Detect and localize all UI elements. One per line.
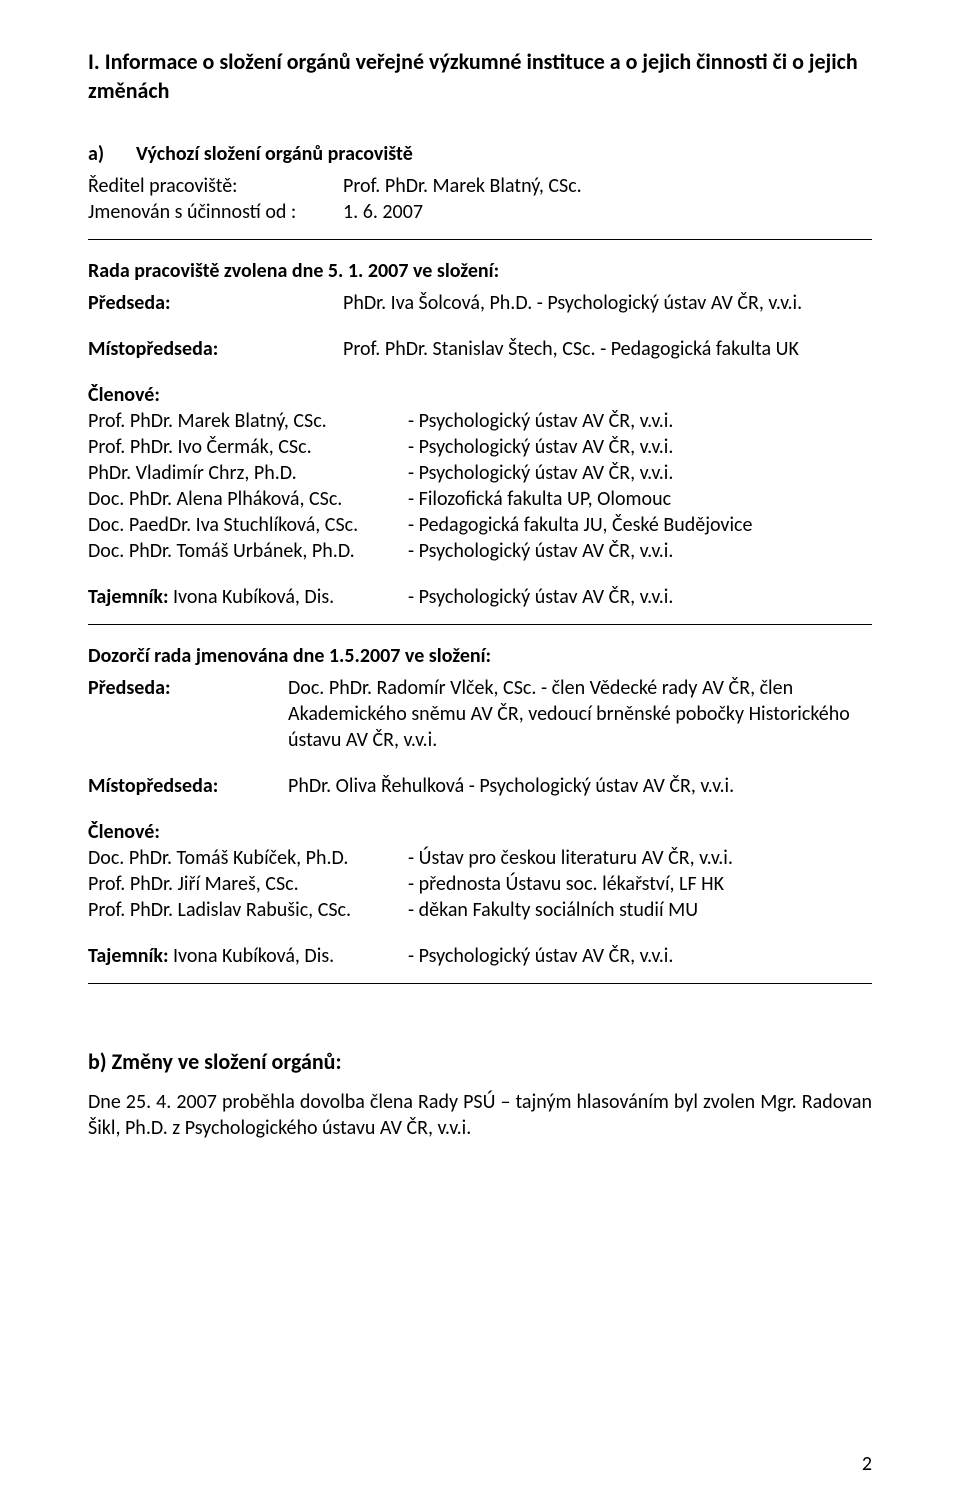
- dozorci-member-aff: - přednosta Ústavu soc. lékařství, LF HK: [408, 871, 872, 897]
- dozorci-member-aff: - Ústav pro českou literaturu AV ČR, v.v…: [408, 845, 872, 871]
- rada-vice-label: Místopředseda:: [88, 336, 343, 362]
- document-page: I. Informace o složení orgánů veřejné vý…: [0, 0, 960, 1505]
- rada-member-row: Doc. PhDr. Tomáš Urbánek, Ph.D. - Psycho…: [88, 538, 872, 564]
- dozorci-member-name: Prof. PhDr. Jiří Mareš, CSc.: [88, 871, 408, 897]
- rada-member-name: Doc. PaedDr. Iva Stuchlíková, CSc.: [88, 512, 408, 538]
- rada-member-row: Prof. PhDr. Ivo Čermák, CSc. - Psycholog…: [88, 434, 872, 460]
- dozorci-chair-value: Doc. PhDr. Radomír Vlček, CSc. - člen Vě…: [288, 675, 872, 753]
- rada-vice-value: Prof. PhDr. Stanislav Štech, CSc. - Peda…: [343, 336, 872, 362]
- rada-member-row: Prof. PhDr. Marek Blatný, CSc. - Psychol…: [88, 408, 872, 434]
- rada-chair-row: Předseda: PhDr. Iva Šolcová, Ph.D. - Psy…: [88, 290, 872, 316]
- rada-chair-value: PhDr. Iva Šolcová, Ph.D. - Psychologický…: [343, 290, 872, 316]
- rada-member-name: Prof. PhDr. Ivo Čermák, CSc.: [88, 434, 408, 460]
- dozorci-secretary-row: Tajemník: Ivona Kubíková, Dis. - Psychol…: [88, 943, 872, 969]
- rada-member-aff: - Psychologický ústav AV ČR, v.v.i.: [408, 460, 872, 486]
- rada-member-aff: - Psychologický ústav AV ČR, v.v.i.: [408, 408, 872, 434]
- subsection-b-heading: b) Změny ve složení orgánů:: [88, 1048, 872, 1077]
- rada-member-row: Doc. PhDr. Alena Plháková, CSc. - Filozo…: [88, 486, 872, 512]
- rada-heading: Rada pracoviště zvolena dne 5. 1. 2007 v…: [88, 258, 872, 284]
- rada-secretary: Tajemník: Ivona Kubíková, Dis.: [88, 584, 408, 610]
- rada-member-row: Doc. PaedDr. Iva Stuchlíková, CSc. - Ped…: [88, 512, 872, 538]
- dozorci-secretary-aff: - Psychologický ústav AV ČR, v.v.i.: [408, 943, 872, 969]
- dozorci-member-row: Prof. PhDr. Jiří Mareš, CSc. - přednosta…: [88, 871, 872, 897]
- dozorci-heading: Dozorčí rada jmenována dne 1.5.2007 ve s…: [88, 643, 872, 669]
- subsection-a-title: Výchozí složení orgánů pracoviště: [136, 141, 413, 167]
- director-row: Ředitel pracoviště: Prof. PhDr. Marek Bl…: [88, 173, 872, 199]
- rada-member-aff: - Filozofická fakulta UP, Olomouc: [408, 486, 872, 512]
- dozorci-chair-row: Předseda: Doc. PhDr. Radomír Vlček, CSc.…: [88, 675, 872, 753]
- dozorci-secretary-name: Ivona Kubíková, Dis.: [173, 944, 334, 968]
- dozorci-member-name: Prof. PhDr. Ladislav Rabušic, CSc.: [88, 897, 408, 923]
- subsection-b-body: Dne 25. 4. 2007 proběhla dovolba člena R…: [88, 1089, 872, 1141]
- dozorci-member-aff: - děkan Fakulty sociálních studií MU: [408, 897, 872, 923]
- rada-member-aff: - Psychologický ústav AV ČR, v.v.i.: [408, 538, 872, 564]
- section-heading: I. Informace o složení orgánů veřejné vý…: [88, 48, 872, 105]
- subsection-a-label: a): [88, 141, 136, 167]
- rada-member-name: Doc. PhDr. Tomáš Urbánek, Ph.D.: [88, 538, 408, 564]
- dozorci-member-name: Doc. PhDr. Tomáš Kubíček, Ph.D.: [88, 845, 408, 871]
- dozorci-chair-label: Předseda:: [88, 675, 288, 753]
- spacer: [88, 1002, 872, 1030]
- rada-member-row: PhDr. Vladimír Chrz, Ph.D. - Psychologic…: [88, 460, 872, 486]
- rada-member-name: PhDr. Vladimír Chrz, Ph.D.: [88, 460, 408, 486]
- rada-secretary-row: Tajemník: Ivona Kubíková, Dis. - Psychol…: [88, 584, 872, 610]
- subsection-a-title-row: a) Výchozí složení orgánů pracoviště: [88, 141, 872, 167]
- director-value: Prof. PhDr. Marek Blatný, CSc.: [343, 173, 872, 199]
- rada-member-name: Doc. PhDr. Alena Plháková, CSc.: [88, 486, 408, 512]
- separator: [88, 624, 872, 625]
- rada-secretary-aff: - Psychologický ústav AV ČR, v.v.i.: [408, 584, 872, 610]
- separator: [88, 983, 872, 984]
- appointed-row: Jmenován s účinností od : 1. 6. 2007: [88, 199, 872, 225]
- dozorci-member-row: Doc. PhDr. Tomáš Kubíček, Ph.D. - Ústav …: [88, 845, 872, 871]
- appointed-label: Jmenován s účinností od :: [88, 199, 343, 225]
- dozorci-vice-value: PhDr. Oliva Řehulková - Psychologický ús…: [288, 773, 872, 799]
- rada-secretary-name: Ivona Kubíková, Dis.: [173, 585, 334, 609]
- separator: [88, 239, 872, 240]
- dozorci-vice-row: Místopředseda: PhDr. Oliva Řehulková - P…: [88, 773, 872, 799]
- dozorci-vice-label: Místopředseda:: [88, 773, 288, 799]
- rada-vice-row: Místopředseda: Prof. PhDr. Stanislav Šte…: [88, 336, 872, 362]
- dozorci-secretary-label: Tajemník:: [88, 944, 168, 968]
- rada-chair-label: Předseda:: [88, 290, 343, 316]
- rada-member-name: Prof. PhDr. Marek Blatný, CSc.: [88, 408, 408, 434]
- dozorci-secretary: Tajemník: Ivona Kubíková, Dis.: [88, 943, 408, 969]
- rada-secretary-label: Tajemník:: [88, 585, 168, 609]
- dozorci-member-row: Prof. PhDr. Ladislav Rabušic, CSc. - děk…: [88, 897, 872, 923]
- rada-member-aff: - Pedagogická fakulta JU, České Budějovi…: [408, 512, 872, 538]
- rada-member-aff: - Psychologický ústav AV ČR, v.v.i.: [408, 434, 872, 460]
- dozorci-members-label: Členové:: [88, 819, 872, 845]
- appointed-value: 1. 6. 2007: [343, 199, 872, 225]
- page-number: 2: [862, 1451, 872, 1477]
- rada-members-label: Členové:: [88, 382, 872, 408]
- director-label: Ředitel pracoviště:: [88, 173, 343, 199]
